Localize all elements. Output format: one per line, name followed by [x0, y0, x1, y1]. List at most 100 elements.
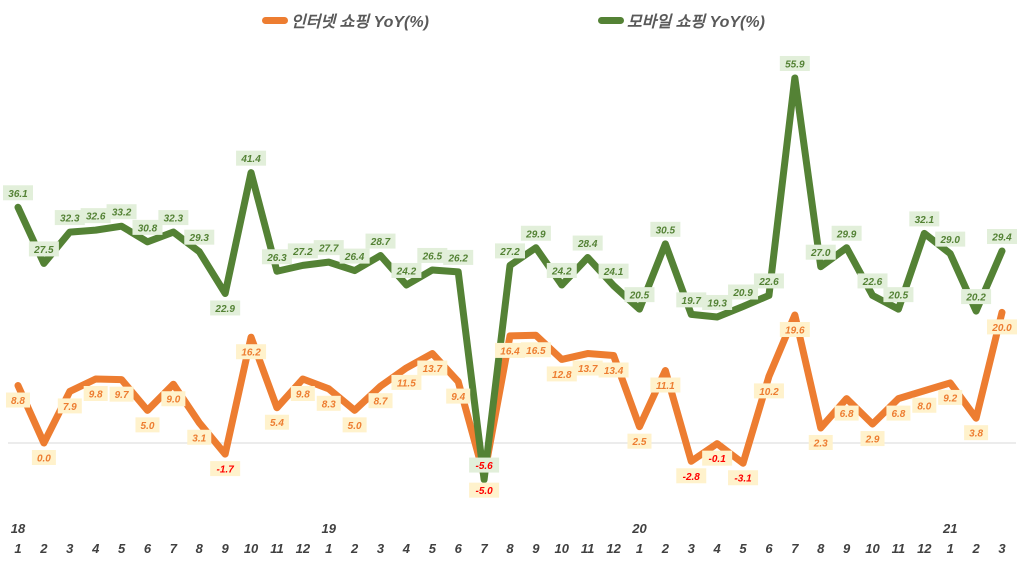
data-label: 55.9 — [785, 59, 805, 70]
data-label: 20.2 — [965, 293, 986, 304]
data-label-bg — [627, 433, 652, 449]
data-label: 16.4 — [500, 346, 520, 357]
data-label: 16.5 — [526, 346, 546, 357]
x-tick-month: 2 — [39, 541, 48, 556]
data-label: 9.7 — [115, 390, 129, 401]
data-label: 2.9 — [865, 435, 880, 446]
x-tick-month: 1 — [947, 541, 954, 556]
data-label-bg — [883, 287, 914, 303]
data-label-bg — [572, 360, 603, 376]
data-label: -0.1 — [709, 454, 727, 465]
data-label: 2.5 — [632, 437, 647, 448]
data-label: 16.2 — [241, 348, 261, 359]
data-label: 24.2 — [551, 266, 572, 277]
data-label: 27.2 — [499, 247, 520, 258]
data-label: 24.2 — [396, 266, 417, 277]
data-label-bg — [961, 289, 992, 305]
data-label-bg — [443, 249, 474, 265]
data-label-bg — [187, 429, 212, 445]
data-label-bg — [132, 219, 163, 235]
data-label-bg — [702, 450, 733, 466]
data-label-bg — [650, 377, 681, 393]
data-label-bg — [287, 243, 318, 259]
data-label: 20.0 — [991, 323, 1012, 334]
data-label: 24.1 — [603, 267, 624, 278]
x-tick-month: 4 — [402, 541, 411, 556]
data-label: 11.1 — [656, 381, 675, 392]
data-label: 9.4 — [451, 392, 465, 403]
data-label: 29.9 — [836, 229, 857, 240]
x-tick-month: 11 — [892, 541, 906, 556]
data-label-bg — [342, 417, 367, 433]
data-label-bg — [624, 287, 655, 303]
x-tick-month: 4 — [713, 541, 722, 556]
x-tick-month: 9 — [222, 541, 230, 556]
x-tick-month: 11 — [270, 541, 284, 556]
data-label: 3.1 — [192, 433, 206, 444]
data-label-bg — [109, 386, 134, 402]
data-label: 29.9 — [525, 229, 546, 240]
data-label-bg — [3, 185, 33, 201]
x-tick-month: 12 — [296, 541, 311, 556]
data-label-bg — [860, 431, 885, 447]
data-label: 30.5 — [656, 225, 676, 236]
data-label: 29.0 — [939, 235, 960, 246]
data-label-bg — [546, 262, 577, 278]
data-label-bg — [831, 225, 862, 241]
x-tick-month: 3 — [998, 541, 1006, 556]
x-tick-year: 18 — [11, 521, 26, 536]
data-label: 8.0 — [917, 401, 931, 412]
x-tick-month: 10 — [555, 541, 570, 556]
x-tick-month: 5 — [739, 541, 747, 556]
data-label: 26.5 — [422, 251, 443, 262]
data-label-bg — [808, 434, 833, 450]
x-tick-month: 6 — [765, 541, 773, 556]
data-label-bg — [676, 292, 707, 308]
x-tick-month: 5 — [429, 541, 437, 556]
data-label: 19.6 — [785, 326, 805, 337]
data-label-bg — [834, 405, 859, 421]
data-label-bg — [805, 244, 836, 260]
data-label-bg — [753, 273, 784, 289]
x-tick-month: 1 — [325, 541, 332, 556]
data-label: 19.3 — [707, 298, 727, 309]
data-label-bg — [650, 221, 681, 237]
data-label-bg — [290, 386, 315, 402]
data-label: 41.4 — [240, 154, 261, 165]
data-label: 5.0 — [141, 421, 155, 432]
data-label-bg — [28, 241, 59, 257]
data-label: 22.6 — [758, 277, 779, 288]
data-label-bg — [80, 208, 111, 224]
data-label: 27.0 — [810, 248, 831, 259]
x-tick-month: 10 — [865, 541, 880, 556]
x-tick-month: 3 — [377, 541, 385, 556]
x-tick-month: 5 — [118, 541, 126, 556]
data-label: 22.9 — [214, 304, 235, 315]
data-label-bg — [495, 342, 525, 358]
data-label: -1.7 — [217, 465, 235, 476]
data-label-bg — [161, 391, 186, 407]
data-label: -5.6 — [475, 461, 493, 472]
x-tick-month: 7 — [791, 541, 799, 556]
data-label-bg — [313, 240, 344, 256]
data-label-bg — [753, 383, 784, 399]
data-label: 29.4 — [991, 233, 1012, 244]
legend-swatch-internet — [262, 16, 288, 24]
data-label-bg — [520, 225, 551, 241]
data-label: 5.4 — [270, 418, 284, 429]
series-line-mobile — [14, 74, 1006, 484]
data-label: 3.8 — [969, 429, 983, 440]
data-label-bg — [368, 393, 393, 409]
data-label-bg — [987, 229, 1017, 245]
data-label-bg — [469, 482, 500, 498]
data-label-bg — [391, 374, 422, 390]
x-tick-month: 3 — [66, 541, 74, 556]
data-label: 30.8 — [138, 223, 158, 234]
data-label-bg — [779, 322, 810, 338]
data-label: 22.6 — [862, 277, 883, 288]
data-label: 20.5 — [629, 291, 650, 302]
data-label: 13.4 — [604, 366, 624, 377]
data-label-bg — [987, 319, 1017, 335]
data-label-bg — [6, 392, 30, 408]
